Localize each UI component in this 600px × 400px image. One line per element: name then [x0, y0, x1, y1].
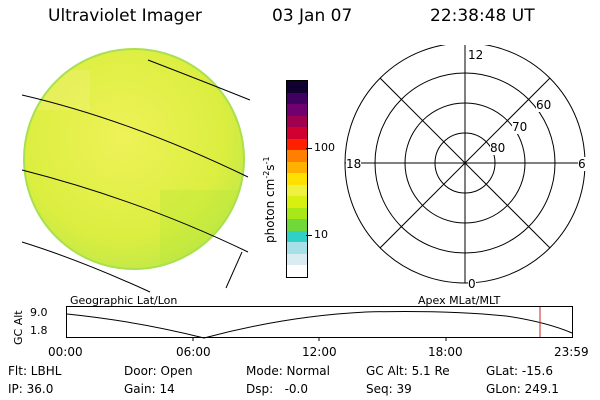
instrument-title: Ultraviolet Imager: [48, 6, 202, 26]
polar-label-0: 0: [468, 277, 476, 291]
colorbar-segment: [287, 104, 307, 116]
timeline-tick-3: 18:00: [428, 345, 463, 359]
polar-diagonal: [379, 77, 551, 249]
status-mode: Mode: Normal: [246, 364, 330, 378]
time-label: 22:38:48 UT: [430, 6, 535, 26]
unit-exponent-2: -1: [262, 156, 271, 165]
status-door: Door: Open: [124, 364, 193, 378]
status-ip: IP: 36.0: [8, 382, 54, 396]
status-gain: Gain: 14: [124, 382, 175, 396]
colorbar-segment: [287, 253, 307, 266]
timeline-tick-4: 23:59: [554, 345, 589, 359]
colorbar-segment: [287, 219, 307, 231]
status-dsp: Dsp: -0.0: [246, 382, 309, 396]
status-filter: Flt: LBHL: [8, 364, 62, 378]
timeline-tick-2: 12:00: [302, 345, 337, 359]
latlon-grid-line: [147, 59, 251, 101]
colorbar-segment: [287, 150, 307, 162]
colorbar-segment: [287, 127, 307, 139]
polar-label-18: 18: [346, 157, 362, 171]
timeline-right-caption: Apex MLat/MLT: [418, 294, 501, 307]
status-seq: Seq: 39: [366, 382, 412, 396]
timeline-frame: [66, 306, 573, 338]
status-gcalt: GC Alt: 5.1 Re: [366, 364, 450, 378]
colorbar-segment: [287, 138, 307, 151]
unit-exponent-1: -2: [262, 170, 271, 179]
colorbar-tick-label-100: 100: [314, 141, 335, 154]
polar-mlt-plot: [344, 45, 586, 284]
colorbar-segment: [287, 207, 307, 220]
colorbar-tick: [306, 235, 312, 236]
unit-base: photon cm: [263, 178, 277, 243]
colorbar-segment: [287, 92, 307, 105]
latlon-grid-line: [21, 94, 249, 178]
timeline-tick-1: 06:00: [176, 345, 211, 359]
polar-label-12: 12: [468, 48, 484, 62]
polar-lat-80: 80: [490, 141, 506, 155]
polar-lat-60: 60: [536, 98, 552, 112]
timeline-y-bottom: 1.8: [30, 324, 48, 337]
intensity-colorbar: [286, 80, 308, 278]
colorbar-segment: [287, 173, 307, 185]
colorbar-segment: [287, 196, 307, 208]
earth-limb: [23, 48, 245, 270]
colorbar-segment: [287, 161, 307, 174]
latlon-grid-line: [21, 241, 151, 293]
colorbar-segment: [287, 230, 307, 243]
altitude-timeline-plot: [66, 306, 573, 341]
status-glon: GLon: 249.1: [486, 382, 559, 396]
timeline-tick-0: 00:00: [48, 345, 83, 359]
polar-lat-70: 70: [512, 120, 528, 134]
colorbar-segment: [287, 265, 307, 277]
latlon-grid-line: [225, 251, 243, 289]
earth-image: [21, 48, 251, 293]
unit-mid: s: [263, 164, 277, 171]
earth-disk: [24, 49, 244, 269]
status-glat: GLat: -15.6: [486, 364, 553, 378]
colorbar-segment: [287, 80, 307, 93]
colorbar-tick-label-10: 10: [314, 228, 328, 241]
timeline-y-top: 9.0: [30, 306, 48, 319]
colorbar-tick: [306, 148, 312, 149]
altitude-curve: [66, 311, 573, 339]
colorbar-segment: [287, 115, 307, 128]
colorbar-segment: [287, 242, 307, 254]
timeline-left-caption: Geographic Lat/Lon: [70, 294, 178, 307]
date-label: 03 Jan 07: [272, 6, 353, 26]
timeline-ylabel: GC Alt: [12, 310, 25, 345]
colorbar-unit-label: photon cm-2s-1: [262, 156, 277, 243]
polar-label-6: 6: [578, 157, 586, 171]
colorbar-segment: [287, 184, 307, 197]
latlon-grid-line: [21, 169, 249, 253]
